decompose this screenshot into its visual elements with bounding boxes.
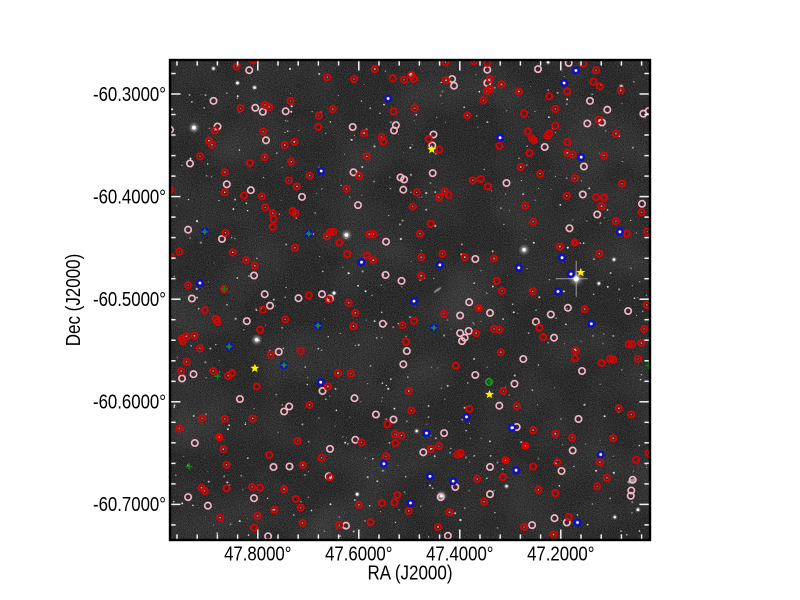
svg-text:RA (J2000): RA (J2000) bbox=[368, 561, 453, 584]
svg-text:47.6000°: 47.6000° bbox=[325, 542, 392, 565]
svg-text:-60.6000°: -60.6000° bbox=[93, 390, 166, 413]
svg-text:-60.7000°: -60.7000° bbox=[93, 493, 166, 516]
svg-text:-60.3000°: -60.3000° bbox=[93, 82, 166, 105]
svg-text:47.8000°: 47.8000° bbox=[224, 542, 291, 565]
svg-text:-60.4000°: -60.4000° bbox=[93, 185, 166, 208]
svg-text:Dec (J2000): Dec (J2000) bbox=[62, 254, 85, 347]
svg-text:47.4000°: 47.4000° bbox=[426, 542, 493, 565]
svg-text:-60.5000°: -60.5000° bbox=[93, 288, 166, 311]
svg-text:47.2000°: 47.2000° bbox=[527, 542, 594, 565]
